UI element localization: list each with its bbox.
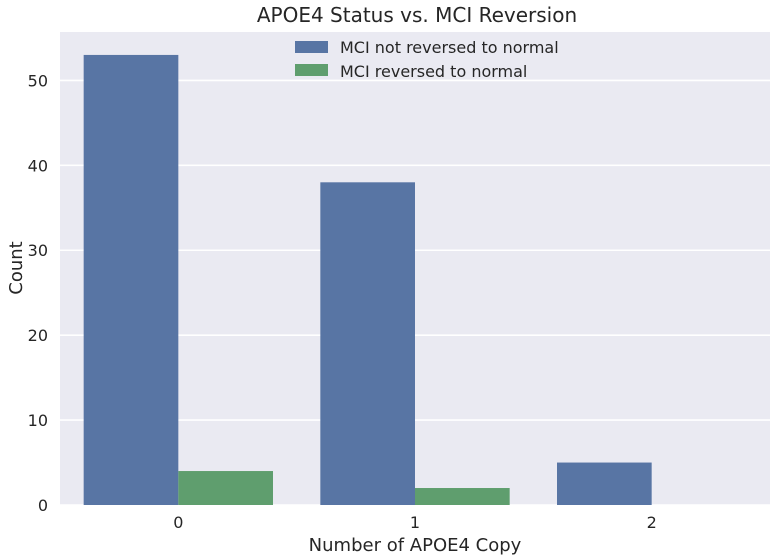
x-tick-label-1: 1 — [410, 513, 420, 532]
legend-label-reversed: MCI reversed to normal — [340, 62, 527, 81]
x-tick-label-0: 0 — [173, 513, 183, 532]
y-axis-label: Count — [6, 241, 27, 294]
x-tick-label-2: 2 — [647, 513, 657, 532]
bar-series-1-category-0 — [178, 471, 273, 505]
y-tick-label-0: 0 — [38, 496, 48, 515]
y-tick-label-10: 10 — [28, 411, 48, 430]
chart-title: APOE4 Status vs. MCI Reversion — [257, 3, 577, 27]
bars — [83, 54, 652, 505]
legend-swatch-reversed — [295, 64, 328, 76]
legend-swatch-not-reversed — [295, 41, 328, 53]
bar-series-0-category-2 — [557, 462, 652, 505]
y-tick-label-30: 30 — [28, 241, 48, 260]
y-tick-label-40: 40 — [28, 156, 48, 175]
bar-series-1-category-1 — [415, 488, 510, 505]
y-axis-ticks: 0 10 20 30 40 50 — [28, 71, 48, 515]
bar-series-0-category-0 — [83, 54, 179, 505]
legend-label-not-reversed: MCI not reversed to normal — [340, 38, 559, 57]
x-axis-label: Number of APOE4 Copy — [309, 535, 522, 556]
x-axis-ticks: 0 1 2 — [173, 513, 657, 532]
bar-series-0-category-1 — [320, 182, 415, 505]
y-tick-label-50: 50 — [28, 71, 48, 90]
y-tick-label-20: 20 — [28, 326, 48, 345]
legend: MCI not reversed to normal MCI reversed … — [295, 38, 559, 81]
